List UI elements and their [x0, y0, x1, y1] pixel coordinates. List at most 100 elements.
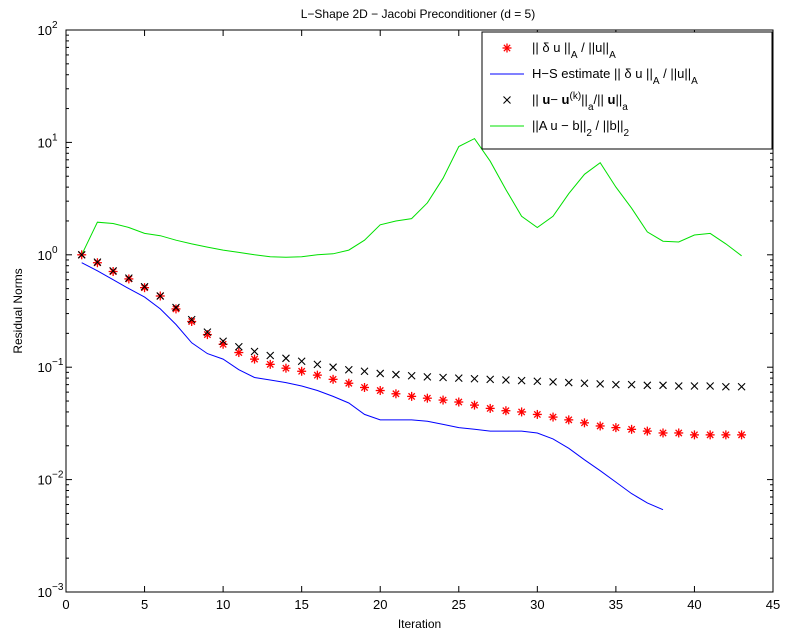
asterisk-point	[705, 430, 715, 440]
x-point	[124, 274, 133, 283]
legend-entry-3: ||A u − b||2 / ||b||2	[532, 118, 630, 139]
x-point	[721, 382, 730, 391]
asterisk-point	[485, 403, 495, 413]
legend-entry-0: || δ u ||A / ||u||A	[532, 40, 616, 61]
x-point	[737, 382, 746, 391]
x-point	[674, 382, 683, 390]
legend-text-part: ||A u − b||	[532, 118, 586, 133]
x-point	[423, 372, 432, 381]
asterisk-point	[517, 407, 527, 417]
x-point	[344, 365, 353, 374]
asterisk-point	[391, 389, 401, 399]
x-point	[392, 370, 400, 379]
legend-text-part: u	[607, 92, 615, 107]
asterisk-point	[469, 400, 479, 410]
x-point	[234, 342, 243, 351]
x-point	[203, 328, 212, 337]
asterisk-point	[674, 428, 684, 438]
x-point	[93, 258, 102, 267]
y-tick-label: 10	[38, 360, 52, 375]
x-point	[533, 377, 542, 386]
y-tick-label: 10	[38, 23, 52, 38]
x-point	[502, 376, 510, 384]
y-tick-base: 10	[38, 585, 52, 600]
asterisk-point	[407, 391, 417, 401]
x-tick-label: 45	[766, 597, 780, 612]
x-point	[706, 382, 715, 390]
x-tick-label: 5	[141, 597, 148, 612]
y-tick-label: 10	[38, 585, 52, 600]
x-point	[596, 380, 605, 388]
asterisk-point	[187, 317, 197, 327]
asterisk-point	[579, 418, 589, 428]
x-point	[266, 351, 275, 360]
y-tick-base: 10	[38, 135, 52, 150]
x-point	[690, 382, 699, 390]
asterisk-point	[627, 424, 637, 434]
asterisk-point	[250, 354, 260, 364]
legend-text-part: ||	[532, 92, 542, 107]
y-tick-base: 10	[38, 248, 52, 263]
legend-text-part: ||	[615, 92, 622, 107]
legend-text-part: A	[653, 76, 660, 87]
asterisk-point	[595, 421, 605, 431]
legend-text-part: /||	[594, 92, 608, 107]
x-point	[172, 303, 180, 312]
legend-text-part: || δ u ||	[532, 40, 571, 55]
asterisk-point	[502, 43, 512, 53]
y-tick-label: 10	[38, 248, 52, 263]
asterisk-point	[360, 382, 370, 392]
legend-entry-2: || u− u(k)||a/|| u||a	[532, 91, 628, 113]
x-point	[517, 376, 526, 385]
y-tick-exponent: 0	[52, 245, 58, 256]
x-point	[470, 374, 479, 383]
asterisk-point	[642, 426, 652, 436]
x-tick-label: 40	[687, 597, 701, 612]
asterisk-point	[501, 406, 511, 416]
y-tick-exponent: 1	[52, 132, 58, 143]
plot-marks	[77, 137, 747, 511]
y-tick-exponent: −1	[52, 357, 64, 368]
legend-text-part: / ||u||	[577, 40, 609, 55]
asterisk-point	[658, 428, 668, 438]
asterisk-point	[532, 409, 542, 419]
x-point	[564, 378, 573, 387]
x-point	[643, 381, 652, 390]
x-point	[140, 282, 149, 291]
asterisk-point	[234, 348, 244, 358]
x-point	[77, 250, 86, 259]
x-point	[627, 380, 636, 389]
legend-text-part: ||	[581, 92, 588, 107]
asterisk-point	[422, 393, 432, 403]
legend-text-part: 2	[624, 128, 630, 139]
x-tick-label: 10	[216, 597, 230, 612]
x-point	[219, 337, 228, 346]
series-line-3	[81, 137, 742, 258]
asterisk-point	[737, 430, 747, 440]
asterisk-point	[297, 366, 307, 376]
asterisk-point	[281, 363, 291, 373]
x-point	[439, 373, 447, 382]
x-point	[580, 379, 589, 388]
legend-text-part: −	[550, 92, 561, 107]
legend-text-part: H−S estimate || δ u ||	[532, 66, 653, 81]
legend-text-part: u	[562, 92, 570, 107]
x-tick-label: 25	[452, 597, 466, 612]
x-axis-label: Iteration	[398, 617, 441, 631]
legend-text-part: 2	[586, 128, 592, 139]
legend-text-part: (k)	[570, 91, 582, 102]
legend-text-part: / ||b||	[592, 118, 624, 133]
x-point	[376, 369, 385, 378]
asterisk-point	[312, 370, 322, 380]
asterisk-point	[375, 386, 385, 396]
y-tick-base: 10	[38, 360, 52, 375]
series-line-1	[81, 262, 664, 511]
x-tick-label: 30	[530, 597, 544, 612]
x-point	[407, 371, 416, 380]
x-tick-label: 0	[62, 597, 69, 612]
y-tick-exponent: 2	[52, 20, 58, 31]
x-point	[612, 380, 620, 389]
asterisk-point	[328, 374, 338, 384]
y-tick-base: 10	[38, 473, 52, 488]
legend-text-part: A	[571, 50, 578, 61]
